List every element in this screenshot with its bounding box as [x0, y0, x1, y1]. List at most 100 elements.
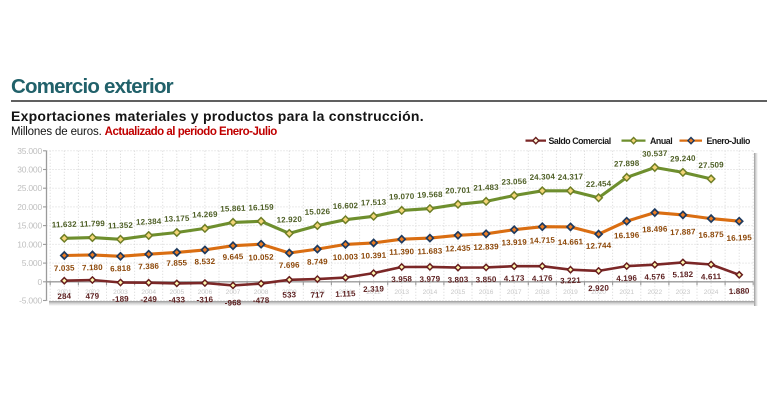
svg-text:20.701: 20.701: [445, 186, 471, 196]
svg-text:23.056: 23.056: [501, 177, 527, 187]
svg-text:12.744: 12.744: [586, 241, 612, 251]
svg-text:3.958: 3.958: [391, 274, 412, 284]
svg-text:Saldo Comercial: Saldo Comercial: [549, 136, 611, 146]
svg-text:-478: -478: [253, 296, 270, 306]
svg-text:2016: 2016: [479, 289, 494, 296]
svg-text:2013: 2013: [394, 289, 409, 296]
svg-text:2020: 2020: [591, 289, 606, 296]
svg-text:8.749: 8.749: [307, 257, 328, 267]
svg-text:12.384: 12.384: [136, 217, 162, 227]
svg-text:20.000: 20.000: [17, 202, 42, 212]
svg-text:29.240: 29.240: [670, 154, 696, 164]
svg-text:12.920: 12.920: [276, 215, 302, 225]
svg-text:7.180: 7.180: [82, 263, 103, 273]
svg-text:35.000: 35.000: [17, 146, 42, 156]
svg-text:11.799: 11.799: [80, 219, 106, 229]
svg-text:12.435: 12.435: [445, 244, 471, 254]
svg-text:15.026: 15.026: [305, 207, 331, 217]
svg-text:-5.000: -5.000: [19, 296, 42, 306]
svg-text:4.196: 4.196: [616, 274, 637, 284]
svg-text:15.000: 15.000: [17, 221, 42, 231]
svg-text:2005: 2005: [169, 289, 184, 296]
svg-text:13.919: 13.919: [501, 238, 527, 248]
svg-text:3.979: 3.979: [419, 274, 440, 284]
svg-text:21.483: 21.483: [473, 183, 499, 193]
svg-text:2022: 2022: [647, 289, 662, 296]
svg-text:284: 284: [57, 292, 72, 301]
svg-text:27.898: 27.898: [614, 159, 640, 169]
svg-text:2024: 2024: [704, 289, 719, 296]
svg-text:4.576: 4.576: [644, 272, 665, 282]
svg-text:3.221: 3.221: [560, 276, 581, 286]
svg-text:7.855: 7.855: [166, 258, 187, 268]
svg-text:16.602: 16.602: [333, 201, 359, 211]
svg-text:15.861: 15.861: [220, 204, 246, 214]
svg-text:2002: 2002: [85, 289, 100, 296]
svg-text:12.839: 12.839: [473, 242, 499, 252]
svg-text:479: 479: [85, 292, 100, 301]
svg-text:-968: -968: [225, 298, 242, 308]
svg-text:10.052: 10.052: [248, 253, 274, 263]
svg-text:2017: 2017: [507, 289, 522, 296]
svg-text:30.537: 30.537: [642, 149, 668, 159]
svg-text:6.818: 6.818: [110, 264, 131, 274]
svg-text:2023: 2023: [676, 289, 691, 296]
svg-text:2008: 2008: [254, 289, 269, 296]
svg-text:2003: 2003: [113, 289, 128, 296]
svg-text:2019: 2019: [563, 289, 578, 296]
svg-text:25.000: 25.000: [17, 183, 42, 193]
svg-text:-316: -316: [196, 295, 213, 305]
svg-text:2011: 2011: [338, 289, 353, 296]
svg-text:22.454: 22.454: [586, 179, 612, 189]
svg-text:11.632: 11.632: [52, 220, 78, 230]
svg-text:2018: 2018: [535, 289, 550, 296]
svg-text:16.196: 16.196: [614, 231, 640, 241]
svg-text:1.115: 1.115: [335, 289, 356, 299]
svg-text:8.532: 8.532: [194, 257, 215, 267]
svg-text:2001: 2001: [57, 289, 72, 296]
svg-text:3.850: 3.850: [476, 275, 497, 285]
svg-text:Anual: Anual: [650, 136, 672, 146]
svg-text:11.390: 11.390: [389, 247, 415, 257]
svg-text:2.319: 2.319: [363, 284, 384, 294]
svg-text:16.875: 16.875: [698, 230, 724, 240]
svg-text:27.509: 27.509: [698, 160, 724, 170]
svg-text:30.000: 30.000: [17, 165, 42, 175]
svg-text:1.880: 1.880: [729, 286, 750, 296]
svg-text:11.352: 11.352: [108, 221, 134, 231]
svg-text:11.683: 11.683: [417, 246, 443, 256]
svg-text:Enero-Julio: Enero-Julio: [707, 136, 752, 146]
svg-text:10.391: 10.391: [361, 251, 387, 261]
svg-text:2007: 2007: [226, 289, 241, 296]
svg-text:2006: 2006: [198, 289, 213, 296]
svg-text:10.000: 10.000: [17, 239, 42, 249]
svg-text:2021: 2021: [619, 289, 634, 296]
svg-text:2014: 2014: [423, 289, 438, 296]
svg-text:-249: -249: [140, 295, 157, 305]
svg-text:-189: -189: [112, 294, 129, 304]
svg-text:7.696: 7.696: [279, 260, 300, 270]
svg-text:2009: 2009: [282, 289, 297, 296]
svg-text:17.513: 17.513: [361, 198, 387, 208]
svg-text:4.173: 4.173: [504, 274, 525, 284]
svg-text:3.803: 3.803: [447, 275, 468, 285]
svg-text:16.159: 16.159: [248, 203, 274, 213]
svg-text:717: 717: [310, 290, 325, 299]
svg-text:2012: 2012: [366, 289, 381, 296]
svg-text:14.661: 14.661: [558, 237, 584, 247]
svg-text:7.386: 7.386: [138, 262, 159, 272]
svg-text:24.304: 24.304: [529, 172, 555, 182]
svg-text:2025: 2025: [732, 289, 747, 296]
svg-text:16.195: 16.195: [726, 233, 752, 243]
svg-text:7.035: 7.035: [54, 263, 75, 273]
svg-text:-433: -433: [168, 295, 185, 305]
svg-text:14.715: 14.715: [529, 236, 555, 246]
svg-text:4.611: 4.611: [701, 272, 722, 282]
svg-text:2010: 2010: [310, 289, 325, 296]
svg-text:4.176: 4.176: [532, 274, 553, 284]
svg-text:2.920: 2.920: [588, 283, 609, 293]
svg-text:19.568: 19.568: [417, 190, 443, 200]
svg-text:14.269: 14.269: [192, 210, 218, 220]
svg-text:0: 0: [37, 277, 42, 287]
svg-text:5.000: 5.000: [22, 258, 43, 268]
